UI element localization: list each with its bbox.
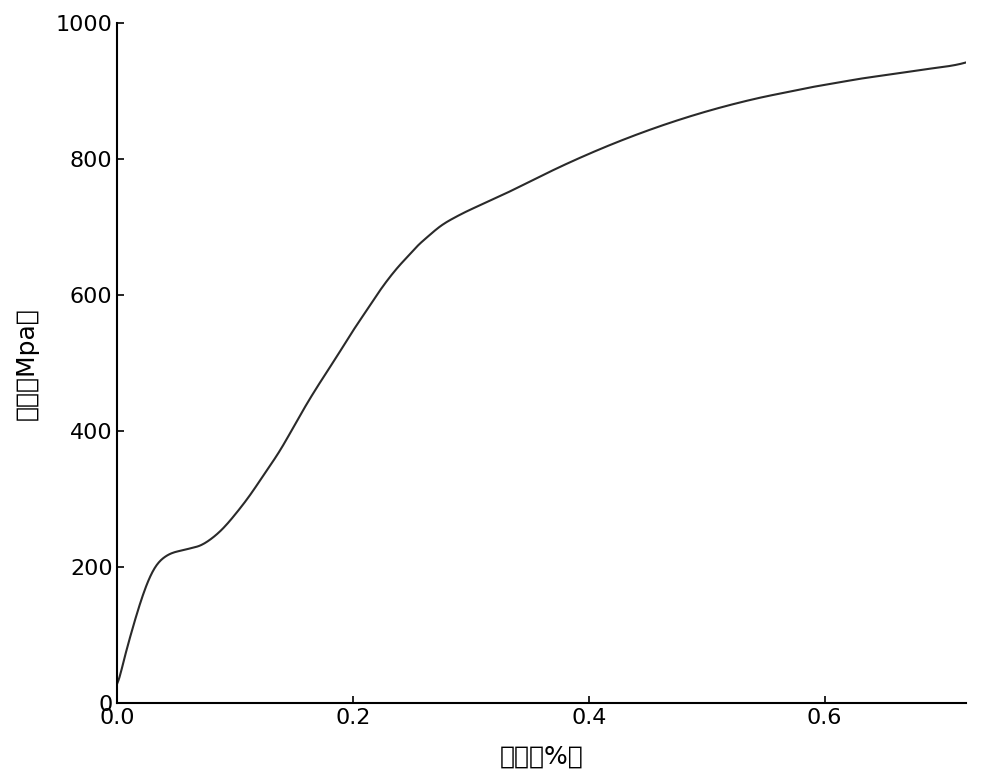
Y-axis label: 应力（Mpa）: 应力（Mpa）	[15, 307, 39, 419]
X-axis label: 应变（%）: 应变（%）	[500, 745, 584, 769]
